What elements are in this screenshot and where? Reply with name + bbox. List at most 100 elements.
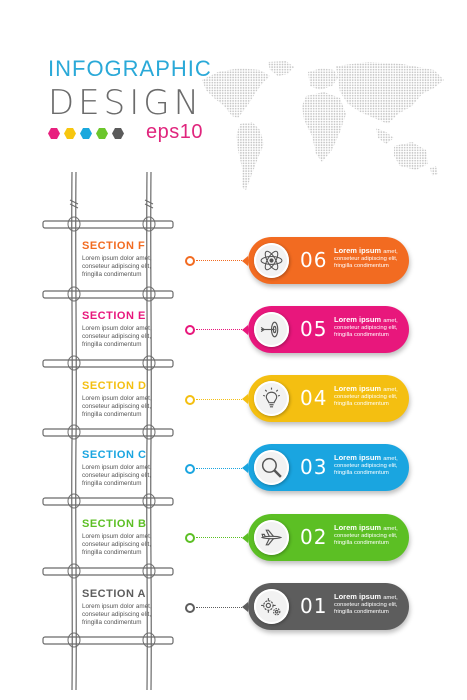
connector-dash [196, 399, 244, 400]
section-text-line: Lorem ipsum dolor amet, [82, 603, 152, 610]
pill-pointer [242, 394, 248, 404]
section-block: SECTION B Lorem ipsum dolor amet, consete… [82, 518, 172, 557]
step-title-main: Lorem ipsum [334, 592, 382, 601]
section-text-line: fringilla condimentum [82, 619, 142, 626]
step-text-line: conseteur adipiscing elit, [334, 533, 398, 539]
section-block: SECTION C Lorem ipsum dolor amet, consete… [82, 449, 172, 488]
section-text-line: Lorem ipsum dolor amet, [82, 533, 152, 540]
step-title-suffix: amet, [383, 318, 398, 324]
step-text-line: conseteur adipiscing elit, [334, 325, 398, 331]
section-text-line: conseteur adipiscing elit, [82, 472, 151, 479]
connector-dash [196, 260, 244, 261]
icon-badge [254, 381, 289, 416]
connector-dash [196, 537, 244, 538]
step-number: 01 [300, 594, 328, 618]
step-title-suffix: amet, [383, 526, 398, 532]
step-number: 04 [300, 386, 328, 410]
world-map [202, 61, 444, 190]
pill-pointer [242, 533, 248, 543]
step-text-line: fringilla condimentum [334, 332, 389, 338]
section-block: SECTION D Lorem ipsum dolor amet, consete… [82, 380, 172, 419]
palette-dot-2 [64, 128, 76, 139]
section-title: SECTION D [82, 380, 147, 392]
section-text-line: fringilla condimentum [82, 480, 142, 487]
icon-badge [254, 520, 289, 555]
step-06: 06 Lorem ipsum amet, conseteur adipiscin… [242, 237, 409, 284]
connector [185, 395, 245, 405]
section-title: SECTION C [82, 449, 147, 461]
connector [185, 464, 245, 474]
step-text-line: fringilla condimentum [334, 609, 389, 615]
gears-icon [261, 598, 281, 616]
icon-badge [254, 243, 289, 278]
icon-badge [254, 589, 289, 624]
pill-pointer [242, 602, 248, 612]
section-block: SECTION A Lorem ipsum dolor amet, consete… [82, 588, 172, 627]
connector-ring [185, 533, 195, 543]
step-title-suffix: amet, [383, 595, 398, 601]
section-title: SECTION B [82, 518, 147, 530]
section-text-line: conseteur adipiscing elit, [82, 403, 151, 410]
connector [185, 603, 245, 613]
infographic-title: INFOGRAPHIC [48, 56, 212, 81]
pill-pointer [242, 463, 248, 473]
pill-pointer [242, 325, 248, 335]
icon-badge [254, 450, 289, 485]
step-text-line: conseteur adipiscing elit, [334, 602, 398, 608]
section-text-line: Lorem ipsum dolor amet, [82, 325, 152, 332]
step-title: Lorem ipsum amet, [334, 592, 398, 601]
connector-ring [185, 325, 195, 335]
step-03: 03 Lorem ipsum amet, conseteur adipiscin… [242, 444, 409, 491]
airplane-icon [260, 529, 283, 546]
section-text-line: conseteur adipiscing elit, [82, 541, 151, 548]
step-04: 04 Lorem ipsum amet, conseteur adipiscin… [242, 375, 409, 422]
connector-ring [185, 256, 195, 266]
connector-ring [185, 464, 195, 474]
section-text-line: conseteur adipiscing elit, [82, 611, 151, 618]
eps-badge: eps10 [146, 121, 203, 143]
step-title-main: Lorem ipsum [334, 315, 382, 324]
step-number: 02 [300, 525, 328, 549]
step-number: 06 [300, 248, 328, 272]
step-title: Lorem ipsum amet, [334, 315, 398, 324]
section-text-line: Lorem ipsum dolor amet, [82, 464, 152, 471]
section-title: SECTION A [82, 588, 146, 600]
step-title-suffix: amet, [383, 456, 398, 462]
step-title-main: Lorem ipsum [334, 246, 382, 255]
connector [185, 533, 245, 543]
palette-dot-1 [48, 128, 60, 139]
connector-dash [196, 607, 244, 608]
step-title: Lorem ipsum amet, [334, 523, 398, 532]
palette-dot-5 [112, 128, 124, 139]
step-title-suffix: amet, [383, 387, 398, 393]
color-palette [48, 128, 124, 139]
step-title: Lorem ipsum amet, [334, 453, 398, 462]
rope-ladder [42, 171, 174, 691]
section-block: SECTION F Lorem ipsum dolor amet, consete… [82, 240, 172, 279]
target-arrow-icon [260, 321, 279, 338]
connector-ring [185, 603, 195, 613]
section-title: SECTION E [82, 310, 146, 322]
step-text-line: fringilla condimentum [334, 540, 389, 546]
step-text-line: fringilla condimentum [334, 263, 389, 269]
section-title: SECTION F [82, 240, 146, 252]
section-text-line: fringilla condimentum [82, 549, 142, 556]
step-text-line: conseteur adipiscing elit, [334, 394, 398, 400]
section-text-line: fringilla condimentum [82, 411, 142, 418]
palette-dot-3 [80, 128, 92, 139]
step-number: 05 [300, 317, 328, 341]
section-text-line: fringilla condimentum [82, 271, 142, 278]
section-text-line: Lorem ipsum dolor amet, [82, 255, 152, 262]
connector-dash [196, 329, 244, 330]
step-title-main: Lorem ipsum [334, 453, 382, 462]
magnifier-icon [261, 457, 282, 478]
step-title-main: Lorem ipsum [334, 384, 382, 393]
connector-ring [185, 395, 195, 405]
connector [185, 256, 245, 266]
atom-icon [260, 250, 283, 271]
connector [185, 325, 245, 335]
step-title: Lorem ipsum amet, [334, 246, 398, 255]
section-block: SECTION E Lorem ipsum dolor amet, consete… [82, 310, 172, 349]
design-title: DESIGN [48, 83, 204, 123]
pill-pointer [242, 256, 248, 266]
